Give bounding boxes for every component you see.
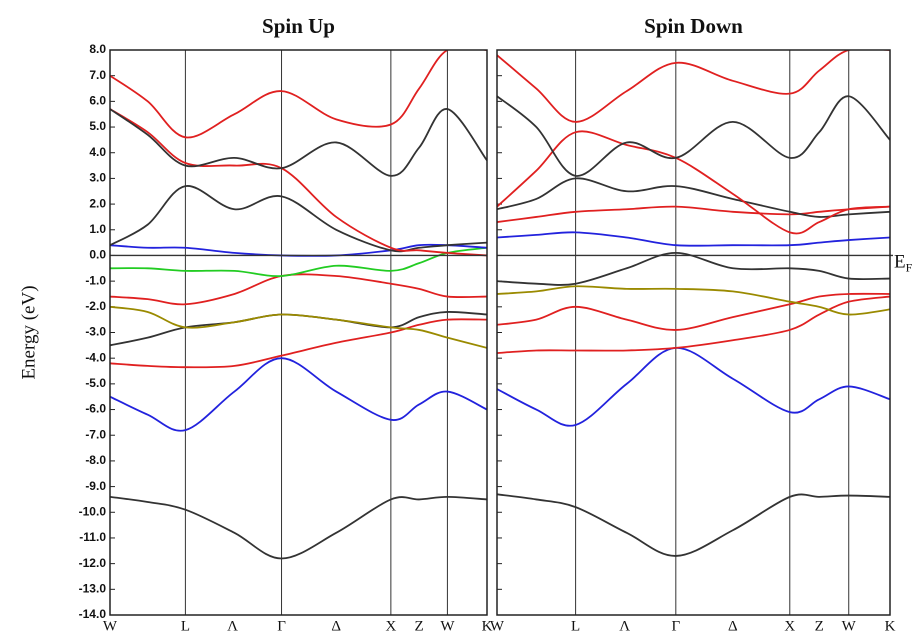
fermi-label-sub: F: [906, 260, 913, 274]
x-tick-label: Λ: [227, 618, 238, 634]
band: [110, 311, 487, 347]
fermi-label: EF: [894, 252, 913, 274]
panel-title: Spin Up: [262, 14, 335, 38]
y-tick-label: -9.0: [85, 479, 106, 493]
x-tick-label: W: [490, 618, 505, 634]
y-tick-label: -12.0: [79, 556, 107, 570]
y-tick-label: 3.0: [89, 171, 106, 185]
band: [497, 130, 890, 235]
x-tick-label: L: [571, 618, 580, 634]
x-tick-label: W: [103, 618, 118, 634]
band: [110, 185, 487, 253]
band: [497, 251, 890, 286]
y-tick-label: -4.0: [85, 350, 106, 364]
band: [497, 231, 890, 247]
x-tick-label: Γ: [277, 618, 286, 634]
y-tick-label: 2.0: [89, 196, 106, 210]
band: [497, 292, 890, 331]
band: [110, 357, 487, 432]
panel-title: Spin Down: [644, 14, 743, 38]
band: [110, 318, 487, 369]
y-tick-label: 7.0: [89, 68, 106, 82]
x-tick-label: K: [885, 618, 896, 634]
y-axis-label: Energy (eV): [18, 285, 39, 379]
x-tick-label: Λ: [619, 618, 630, 634]
band: [497, 493, 890, 557]
x-tick-label: W: [440, 618, 455, 634]
band: [110, 273, 487, 306]
band: [110, 495, 487, 560]
x-tick-label: Δ: [728, 618, 738, 634]
band: [497, 50, 890, 123]
y-tick-label: -2.0: [85, 299, 106, 313]
y-tick-label: -3.0: [85, 325, 106, 339]
panel-frame: [496, 49, 891, 616]
band: [110, 305, 487, 349]
y-tick-label: -14.0: [79, 607, 107, 621]
band: [497, 285, 890, 316]
x-tick-label: X: [385, 618, 396, 634]
fermi-label-main: E: [894, 252, 906, 273]
y-tick-label: 0.0: [89, 248, 106, 262]
x-tick-label: Γ: [671, 618, 680, 634]
x-tick-label: Δ: [331, 618, 341, 634]
x-tick-label: X: [784, 618, 795, 634]
x-tick-label: Z: [415, 618, 424, 634]
x-tick-label: L: [181, 618, 190, 634]
band: [497, 347, 890, 427]
y-tick-label: 5.0: [89, 119, 106, 133]
y-tick-label: -11.0: [79, 530, 106, 544]
y-tick-label: -7.0: [85, 427, 106, 441]
band: [497, 295, 890, 354]
y-tick-label: -10.0: [79, 504, 107, 518]
band: [110, 246, 487, 277]
y-tick-label: -13.0: [79, 581, 107, 595]
panel-frame: [109, 49, 488, 616]
y-tick-label: 4.0: [89, 145, 106, 159]
x-tick-label: Z: [815, 618, 824, 634]
y-tick-label: -1.0: [85, 273, 106, 287]
y-tick-label: 6.0: [89, 94, 106, 108]
y-tick-label: 1.0: [89, 222, 106, 236]
band: [497, 95, 890, 177]
x-tick-label: K: [482, 618, 493, 634]
band: [110, 50, 487, 139]
y-tick-label: -8.0: [85, 453, 106, 467]
band: [497, 205, 890, 223]
band: [110, 108, 487, 257]
y-tick-label: -6.0: [85, 402, 106, 416]
y-tick-label: -5.0: [85, 376, 106, 390]
x-tick-label: W: [842, 618, 857, 634]
y-tick-label: 8.0: [89, 42, 106, 56]
band: [110, 108, 487, 177]
